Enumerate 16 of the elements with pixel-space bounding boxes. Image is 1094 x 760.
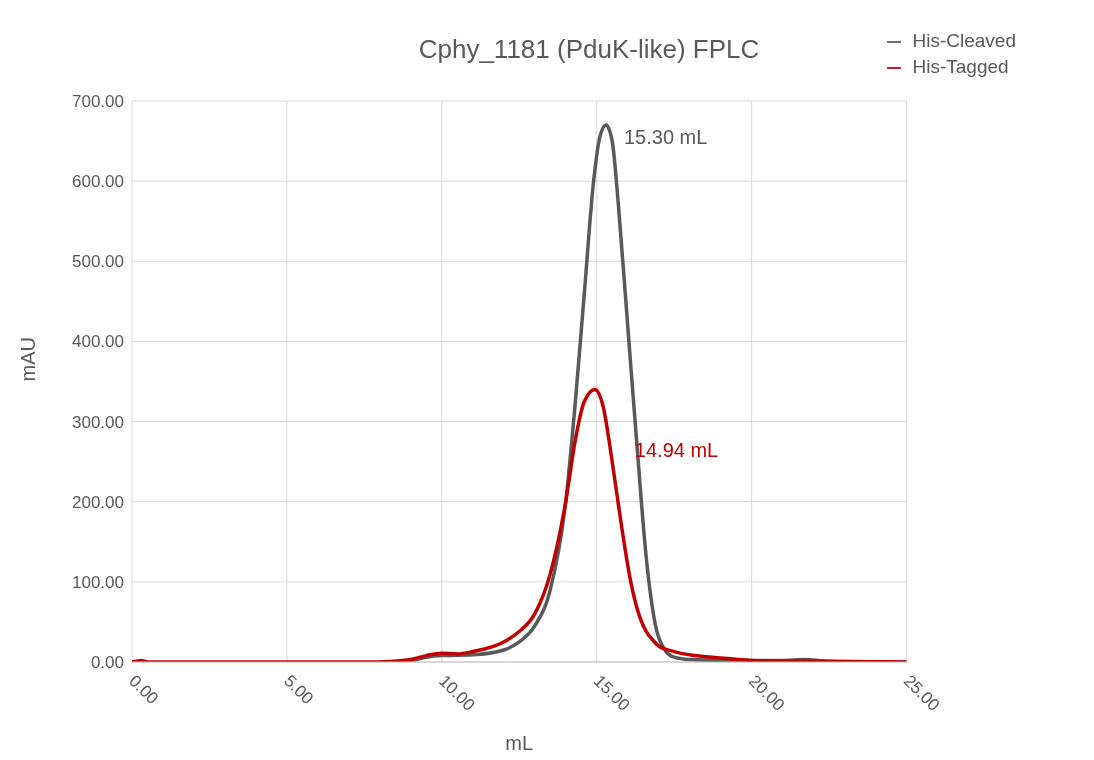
y-tick-label: 700.00	[72, 92, 124, 112]
x-tick-label: 0.00	[125, 671, 163, 709]
legend-label: His-Cleaved	[912, 30, 1016, 51]
y-axis-title: mAU	[17, 337, 40, 382]
y-tick-label: 200.00	[72, 492, 124, 512]
y-tick-label: 500.00	[72, 252, 124, 272]
x-axis-title: mL	[505, 732, 534, 754]
chart-title: Cphy_1181 (PduK-like) FPLC	[418, 34, 760, 64]
y-tick-label: 0.00	[90, 653, 124, 673]
y-tick-label: 600.00	[72, 172, 124, 192]
y-tick-label: 300.00	[72, 412, 124, 432]
annotation: 15.30 mL	[624, 126, 708, 149]
x-tick-label: 5.00	[280, 671, 318, 709]
y-tick-label: 400.00	[72, 332, 124, 352]
legend-label: His-Tagged	[912, 56, 1009, 77]
y-tick-label: 100.00	[72, 572, 124, 592]
